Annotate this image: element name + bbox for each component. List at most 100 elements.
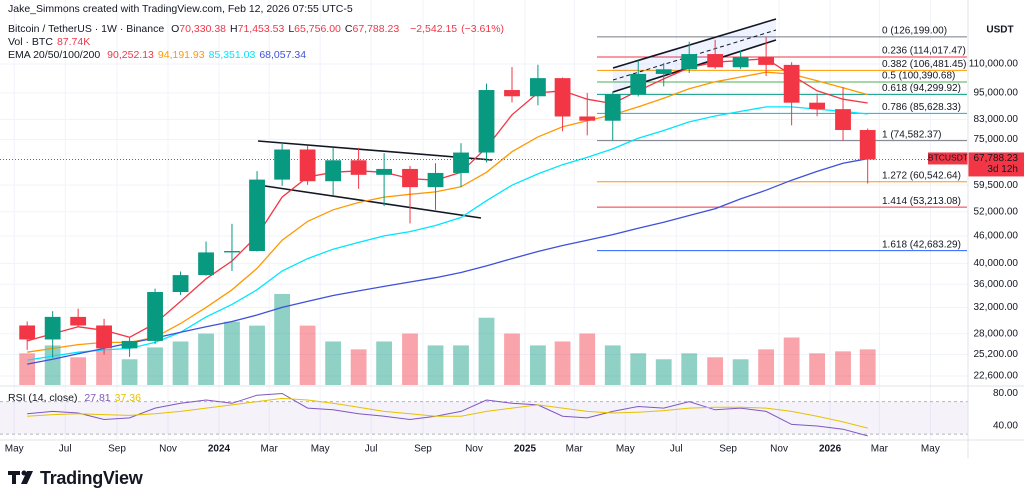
volume-bar [172, 341, 189, 385]
candle-body [249, 179, 265, 252]
fib-label: 1.272 (60,542.64) [882, 170, 961, 181]
brand: TradingView [40, 468, 143, 488]
volume-bar [325, 341, 342, 385]
last-price-tag [928, 152, 968, 165]
x-tick-label: Jul [670, 444, 683, 455]
y-tick-label: 40,000.00 [974, 258, 1019, 269]
legend-volume: Vol · BTC 87.74K [8, 36, 94, 48]
ema-value: 90,252.13 [107, 49, 154, 61]
ema-line [27, 71, 868, 353]
y-tick-label: 36,000.00 [974, 279, 1019, 290]
ohlc: O70,330.38 H71,453.53 L65,756.00 C67,788.23 [171, 23, 403, 35]
volume-bar [427, 345, 444, 385]
x-tick-label: Nov [159, 444, 177, 455]
ema-line [27, 58, 868, 342]
volume-bar [96, 349, 112, 385]
volume-bar [478, 317, 495, 385]
trendline [257, 140, 493, 161]
volume-bar [402, 333, 418, 385]
last-price-tag [968, 152, 1024, 177]
volume-bar [70, 357, 87, 385]
rsi-value: 27.81 [84, 392, 111, 404]
trendline [612, 18, 777, 69]
x-tick-label: Sep [414, 444, 432, 455]
last-price-countdown: 3d 12h [987, 164, 1018, 175]
rsi-tick-label: 80.00 [993, 388, 1018, 399]
x-tick-label: May [616, 444, 635, 455]
fib-label: 0.236 (114,017.47) [882, 46, 966, 57]
candle-body [402, 168, 418, 188]
volume-bar [19, 353, 36, 385]
symbol-title: Bitcoin / TetherUS · 1W · Binance [8, 23, 165, 35]
candle-body [758, 56, 775, 65]
volume-bar [504, 333, 520, 385]
x-tick-label: Mar [566, 444, 584, 455]
candle-body [707, 54, 724, 68]
y-tick-label: 32,000.00 [974, 302, 1019, 313]
rsi-line [27, 397, 868, 429]
candle-body [172, 275, 189, 293]
volume-pane [19, 293, 876, 385]
volume-bar [783, 337, 800, 385]
ohlc-prefix: H [230, 23, 238, 35]
volume-bar [147, 347, 163, 385]
fib-label: 0.618 (94,299.92) [882, 83, 961, 94]
x-tick-label: 2026 [819, 444, 842, 455]
fib-label: 0 (126,199.00) [882, 26, 947, 37]
candle-body [630, 73, 647, 95]
volume-bar [198, 333, 214, 385]
candle-body [604, 94, 621, 121]
ema-lines [27, 58, 868, 365]
fib-label: 0.5 (100,390.68) [882, 71, 955, 82]
candle-body [835, 109, 851, 131]
volume-bar [554, 341, 571, 385]
candle-body [783, 64, 800, 103]
fib-label: 0.786 (85,628.33) [882, 102, 961, 113]
x-tick-label: Nov [770, 444, 788, 455]
candle-body [96, 325, 112, 349]
candle-body [809, 102, 826, 110]
y-tick-label: 110,000.00 [969, 59, 1019, 70]
candle-body [350, 160, 367, 175]
x-tick-label: May [311, 444, 330, 455]
x-tick-label: Jul [59, 444, 72, 455]
candle-body [376, 168, 393, 175]
volume-bar [376, 341, 393, 385]
volume-bar [453, 345, 469, 385]
trendline [264, 185, 482, 219]
y-tick-label: 52,000.00 [974, 206, 1019, 217]
volume-bar [681, 353, 698, 385]
volume-bar [707, 357, 724, 385]
last-price-label: 67,788.23 [974, 153, 1019, 164]
volume-bar [249, 325, 265, 385]
ohlc-prefix: C [344, 23, 353, 35]
ohlc-value: 71,453.53 [237, 23, 285, 35]
y-tick-label: 46,000.00 [974, 231, 1019, 242]
logo-mark [8, 470, 33, 484]
candle-body [427, 172, 444, 188]
logo-part [21, 471, 33, 484]
x-tick-label: Mar [871, 444, 889, 455]
x-tick-label: Mar [261, 444, 279, 455]
x-tick-label: May [921, 444, 940, 455]
ema-title: EMA 20/50/100/200 [8, 49, 101, 61]
candles [19, 36, 876, 358]
volume-bar [758, 349, 775, 385]
candle-body [224, 251, 240, 253]
volume-bar [530, 345, 546, 385]
ema-value: 94,191.93 [157, 49, 205, 61]
y-tick-label: 28,000.00 [974, 328, 1019, 339]
fib-label: 0.382 (106,481.45) [882, 59, 967, 70]
volume-bar [655, 359, 672, 385]
volume-bar [835, 351, 851, 385]
volume-bar [809, 353, 826, 385]
ema-line [27, 106, 868, 361]
ema-line [27, 158, 868, 365]
candle-body [19, 325, 36, 340]
x-tick-label: May [5, 444, 24, 455]
change-pct: (−3.61%) [461, 23, 505, 35]
x-tick-label: Sep [719, 444, 737, 455]
ohlc-value: 65,756.00 [294, 23, 341, 35]
